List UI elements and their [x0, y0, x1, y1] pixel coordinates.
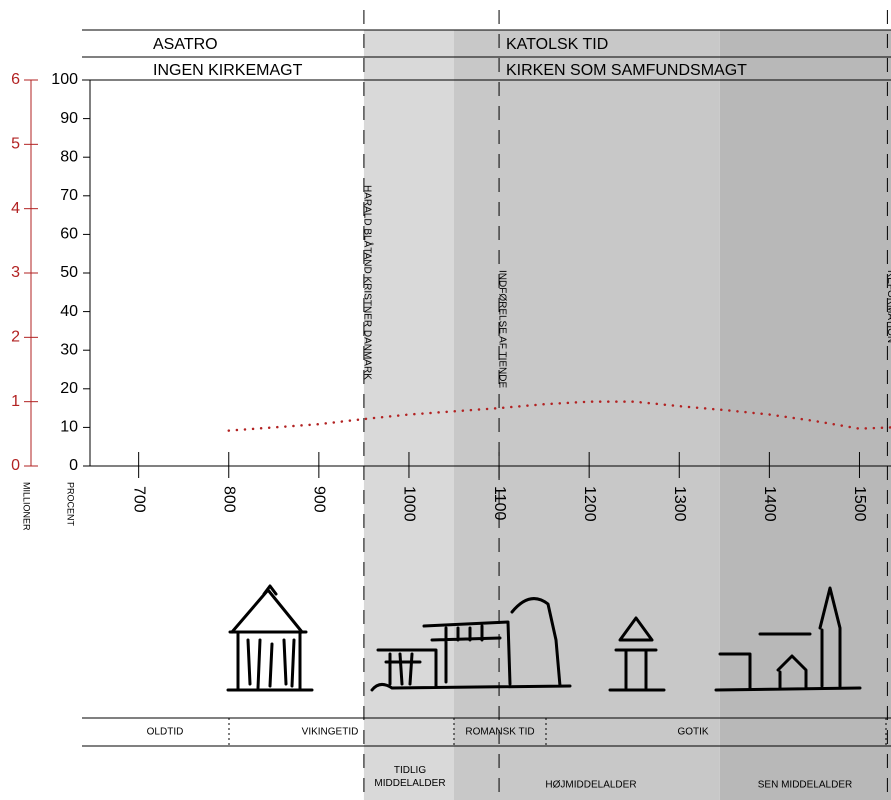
- y-tick-label: 30: [60, 341, 78, 358]
- x-tick-label: 700: [130, 486, 147, 513]
- y-tick-label: 70: [60, 187, 78, 204]
- sketches: [226, 584, 862, 692]
- event-label: HARALD BLÅTAND KRISTNER DANMARK: [361, 185, 374, 380]
- x-tick-label: 1200: [581, 486, 598, 522]
- y-tick-label: 0: [69, 457, 78, 474]
- y-tick-label: 40: [60, 303, 78, 320]
- y-tick-label: 100: [51, 71, 78, 88]
- row-label: INGEN KIRKEMAGT: [153, 62, 303, 79]
- era-rows: OLDTID VIKINGETID ROMANSK TID GOTIK TIDL…: [82, 717, 891, 791]
- y2-axis-label: MILLIONER: [22, 482, 32, 531]
- x-tick-label: 1000: [401, 486, 418, 522]
- y-tick-label: 10: [60, 419, 78, 436]
- x-tick-label: 900: [311, 486, 328, 513]
- y2-tick-label: 1: [11, 393, 20, 410]
- x-tick-label: 1500: [851, 486, 868, 522]
- row-label: KIRKEN SOM SAMFUNDSMAGT: [506, 62, 747, 79]
- top-rows: ASATRO KATOLSK TID INGEN KIRKEMAGT KIRKE…: [82, 29, 891, 81]
- age-label: HØJMIDDELALDER: [545, 780, 636, 791]
- period-band: [363, 30, 455, 800]
- age-box: TIDLIG MIDDELALDER: [374, 765, 446, 789]
- y2-tick-label: 0: [11, 457, 20, 474]
- y2-tick-label: 3: [11, 264, 20, 281]
- era-label: OLDTID: [147, 727, 184, 738]
- y-tick-label: 50: [60, 264, 78, 281]
- era-label: GOTIK: [677, 727, 708, 738]
- y2-tick-label: 4: [11, 200, 20, 217]
- event-label: REFORMATION: [885, 270, 891, 343]
- age-label: SEN MIDDELALDER: [758, 780, 852, 791]
- row-label: ASATRO: [153, 36, 218, 53]
- y-tick-label: 60: [60, 226, 78, 243]
- x-tick-label: 1100: [491, 486, 508, 521]
- row-label: KATOLSK TID: [506, 36, 608, 53]
- y-tick-label: 80: [60, 148, 78, 165]
- layer: HARALD BLÅTAND KRISTNER DANMARK INDFØRELS…: [11, 10, 891, 800]
- period-band: [454, 30, 720, 800]
- y-axis-label: PROCENT: [66, 482, 76, 527]
- age-label: TIDLIG MIDDELALDER: [374, 765, 446, 789]
- x-tick-label: 1400: [761, 486, 778, 522]
- y2-tick-label: 6: [11, 71, 20, 88]
- y-tick-label: 20: [60, 380, 78, 397]
- bands: [363, 30, 891, 800]
- era-label: ROMANSK TID: [465, 727, 534, 738]
- y2-tick-label: 5: [11, 136, 20, 153]
- event-label: INDFØRELSE AF TIENDE: [496, 270, 507, 389]
- y-tick-label: 90: [60, 110, 78, 127]
- era-label: VIKINGETID: [302, 727, 359, 738]
- x-tick-label: 1300: [671, 486, 688, 522]
- x-tick-label: 800: [221, 486, 238, 513]
- y2-tick-label: 2: [11, 329, 20, 346]
